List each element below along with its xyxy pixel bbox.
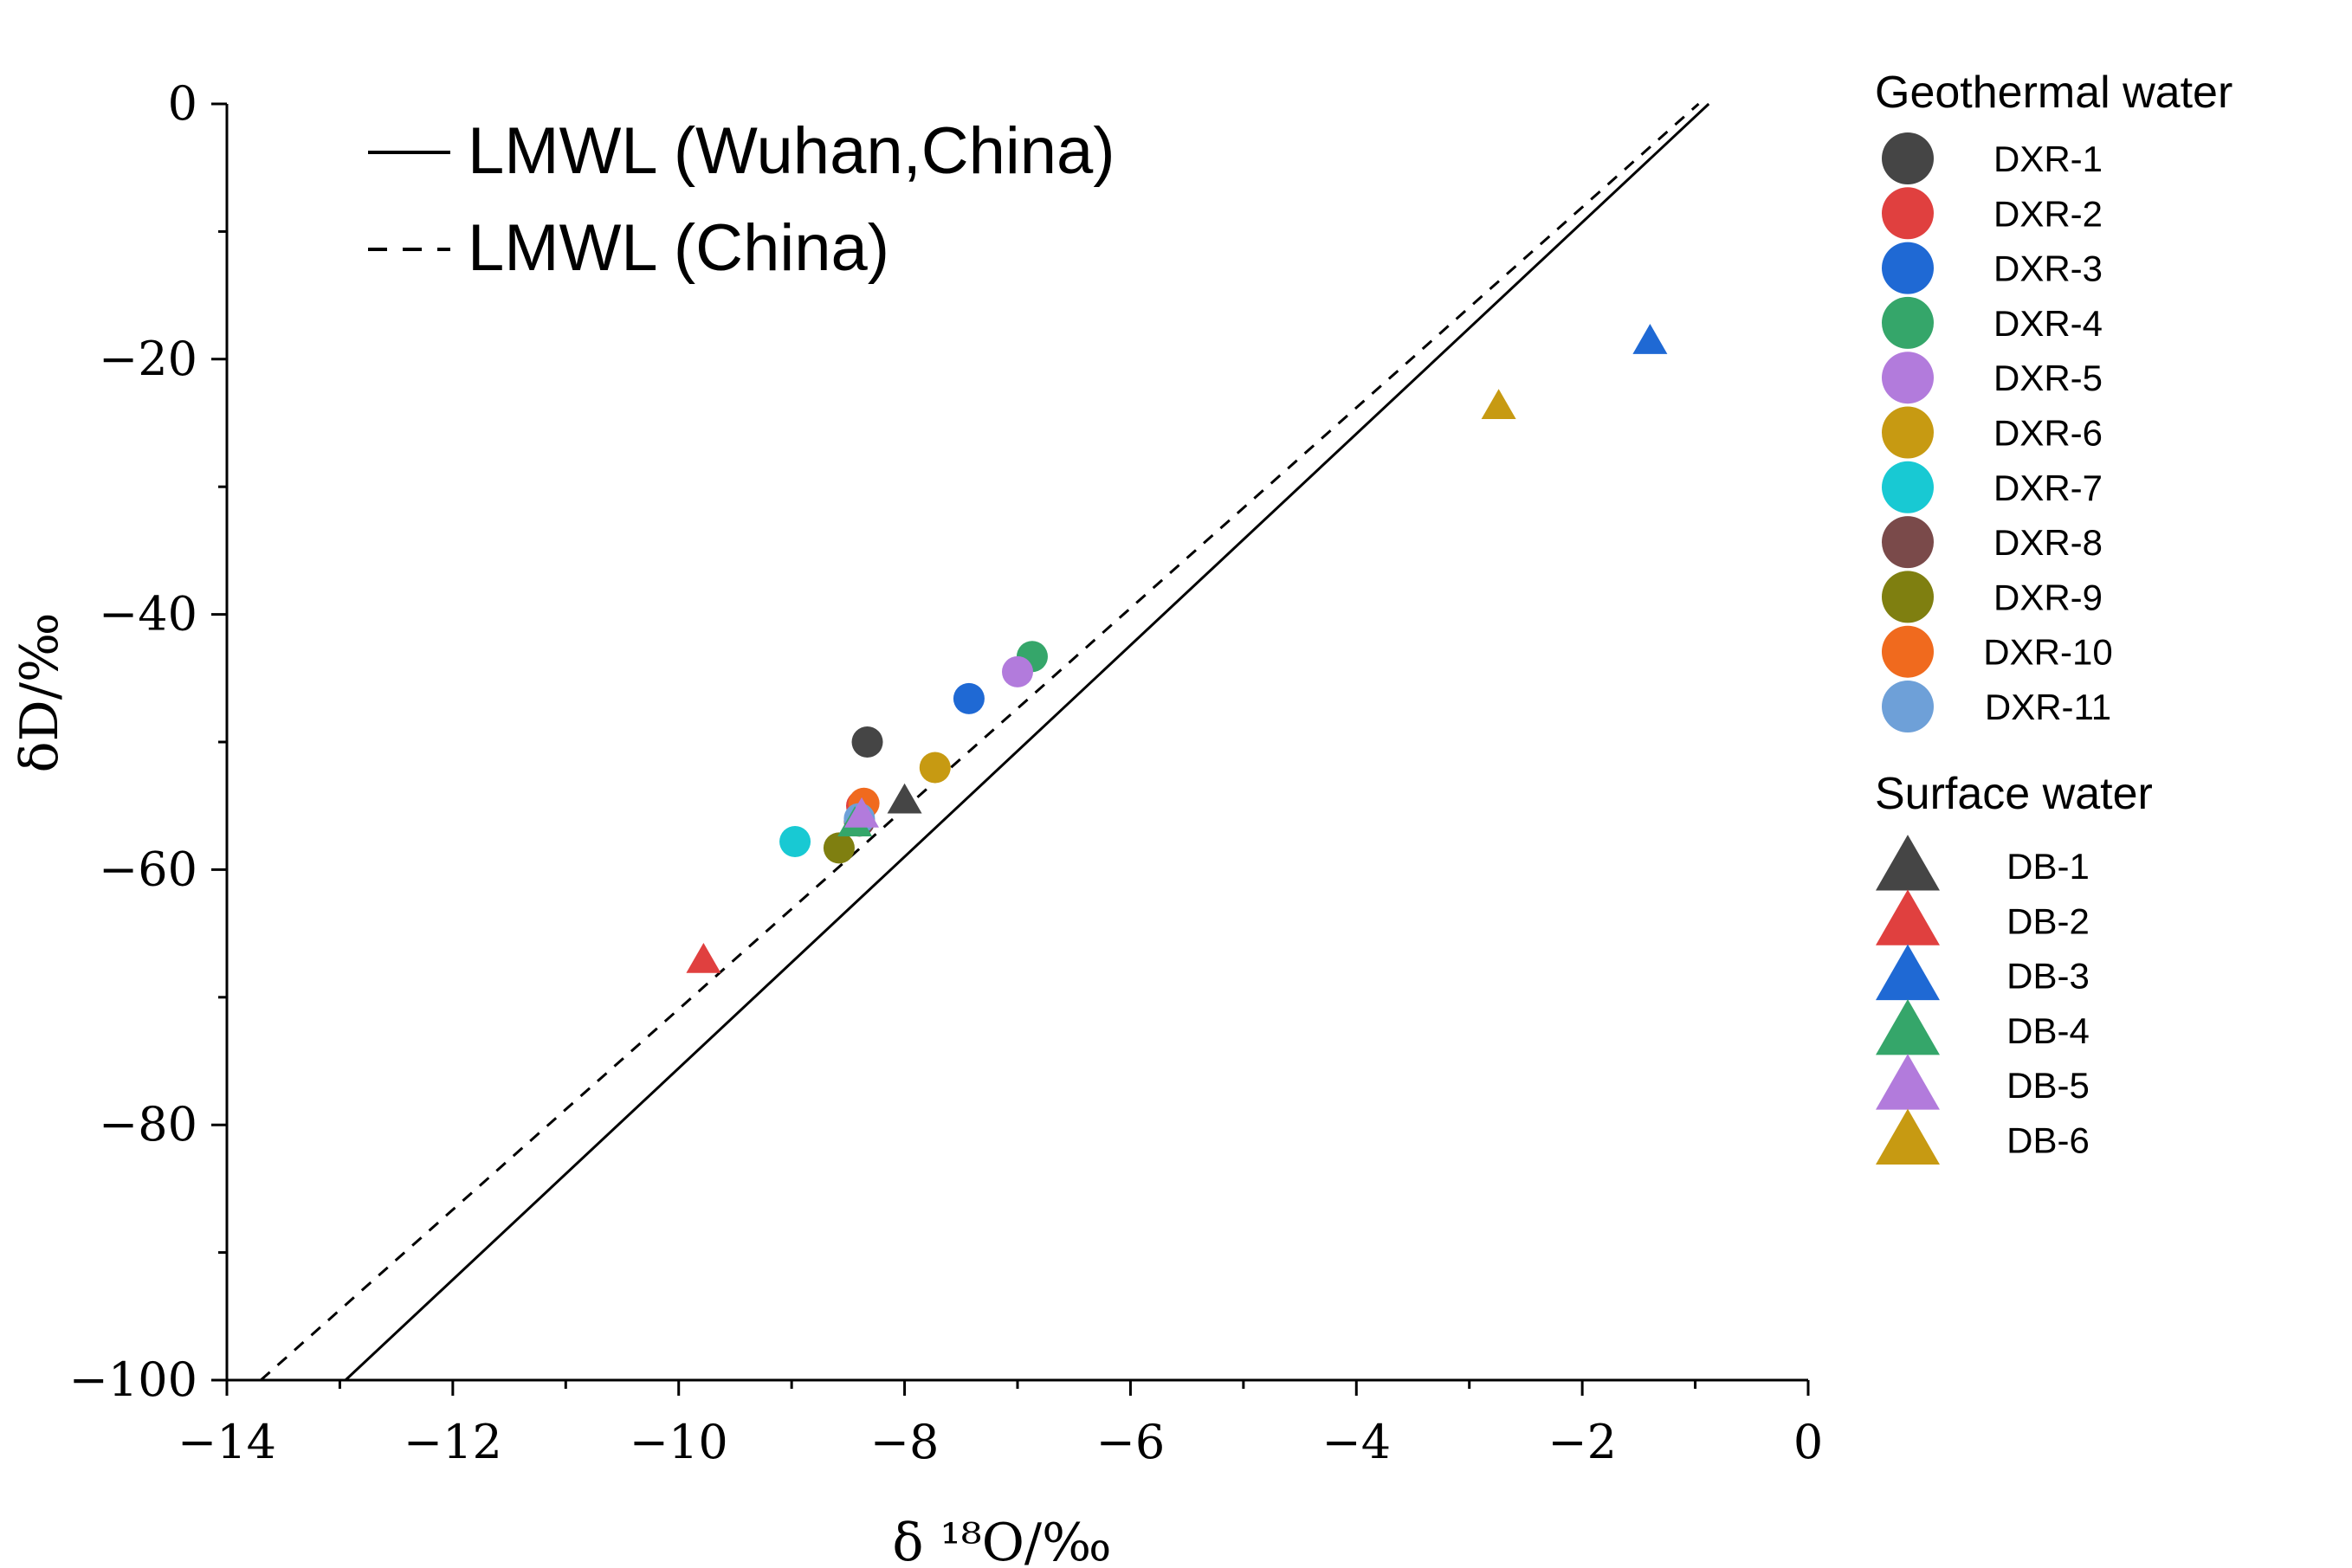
y-tick-label: 0 [168, 76, 197, 131]
legend-marker-dxr-8 [1882, 516, 1934, 569]
legend-marker-dxr-5 [1882, 352, 1934, 404]
x-tick-label: −8 [870, 1415, 940, 1469]
legend-label-db-5: DB-5 [2006, 1065, 2090, 1106]
y-axis-title: δD/‰ [10, 613, 70, 773]
legend-label-db-1: DB-1 [2006, 846, 2090, 887]
x-tick-label: −2 [1548, 1415, 1617, 1469]
point-dxr-7 [779, 825, 811, 857]
legend-label-db-4: DB-4 [2006, 1010, 2090, 1051]
x-tick-label: −4 [1321, 1415, 1391, 1469]
point-db-3 [1632, 324, 1668, 354]
legend-label-dxr-3: DXR-3 [1993, 248, 2103, 289]
lmwl-china-legend-label: LMWL (China) [468, 211, 889, 285]
legend-label-dxr-7: DXR-7 [1993, 468, 2103, 508]
axes: −14 −12 −10 −8 −6 −4 −2 0 0−20−40−60−80−100 [69, 76, 1824, 1469]
x-tick-label: −12 [404, 1415, 502, 1469]
point-db-1 [887, 783, 922, 814]
legend-label-db-2: DB-2 [2006, 900, 2090, 941]
lmwl-lines [260, 102, 1710, 1382]
x-tick-label: −14 [178, 1415, 276, 1469]
legend-marker-dxr-1 [1882, 132, 1934, 184]
x-axis-title: δ ¹⁸O/‰ [892, 1513, 1111, 1568]
point-db-5 [844, 797, 880, 828]
x-tick-label: −10 [630, 1415, 728, 1469]
y-tick-label: −100 [69, 1352, 197, 1407]
legend-marker-dxr-4 [1882, 296, 1934, 349]
legend-marker-db-3 [1876, 944, 1940, 1001]
point-dxr-6 [919, 752, 951, 784]
y-tick-label: −60 [99, 842, 197, 896]
lmwl-legend: LMWL (Wuhan,China) LMWL (China) [368, 114, 1115, 285]
legend-label-dxr-6: DXR-6 [1993, 413, 2103, 454]
lmwl-wuhan-line [344, 102, 1710, 1382]
legend-label-dxr-11: DXR-11 [1985, 687, 2111, 727]
point-dxr-5 [1002, 655, 1033, 687]
legend-label-dxr-2: DXR-2 [1993, 193, 2103, 234]
legend-label-db-6: DB-6 [2006, 1120, 2090, 1161]
legend-marker-db-6 [1876, 1108, 1940, 1165]
data-points [686, 324, 1668, 973]
legend-label-dxr-4: DXR-4 [1993, 303, 2103, 344]
legend-marker-dxr-6 [1882, 406, 1934, 459]
legend-title-surface: Surface water [1875, 769, 2153, 819]
legend-label-dxr-8: DXR-8 [1993, 522, 2103, 563]
legend-title-geothermal: Geothermal water [1875, 68, 2232, 118]
x-tick-label: 0 [1793, 1415, 1823, 1469]
legend-marker-dxr-3 [1882, 242, 1934, 294]
point-dxr-9 [823, 832, 855, 864]
legend-marker-dxr-11 [1882, 681, 1934, 732]
legend-marker-db-2 [1876, 889, 1940, 945]
legend-marker-dxr-2 [1882, 187, 1934, 240]
legend-marker-dxr-10 [1882, 625, 1934, 678]
point-db-6 [1481, 389, 1516, 420]
point-db-2 [686, 942, 721, 973]
lmwl-china-line [260, 102, 1700, 1382]
legend-marker-dxr-9 [1882, 571, 1934, 623]
y-ticks: 0 −20 −40 −60 −80 −100 [69, 76, 227, 1407]
lmwl-wuhan-legend-label: LMWL (Wuhan,China) [468, 114, 1115, 188]
legend-marker-dxr-7 [1882, 461, 1934, 513]
y-tick-label: −80 [99, 1097, 197, 1152]
legend-label-dxr-5: DXR-5 [1993, 358, 2103, 398]
x-tick-label: −6 [1096, 1415, 1166, 1469]
legend-label-db-3: DB-3 [2006, 956, 2090, 997]
point-dxr-1 [851, 726, 883, 758]
y-tick-label: −20 [99, 332, 197, 386]
legend-marker-db-4 [1876, 998, 1940, 1055]
legend-marker-db-5 [1876, 1054, 1940, 1110]
legend: Geothermal water Surface water DXR-1 DXR-… [1875, 68, 2232, 1165]
y-tick-label: −40 [99, 587, 197, 642]
legend-label-dxr-9: DXR-9 [1993, 577, 2103, 617]
point-dxr-3 [953, 682, 985, 714]
legend-marker-db-1 [1876, 835, 1940, 891]
legend-label-dxr-10: DXR-10 [1983, 632, 2112, 673]
legend-label-dxr-1: DXR-1 [1993, 139, 2103, 179]
x-ticks: −14 −12 −10 −8 −6 −4 −2 0 [178, 1380, 1823, 1469]
